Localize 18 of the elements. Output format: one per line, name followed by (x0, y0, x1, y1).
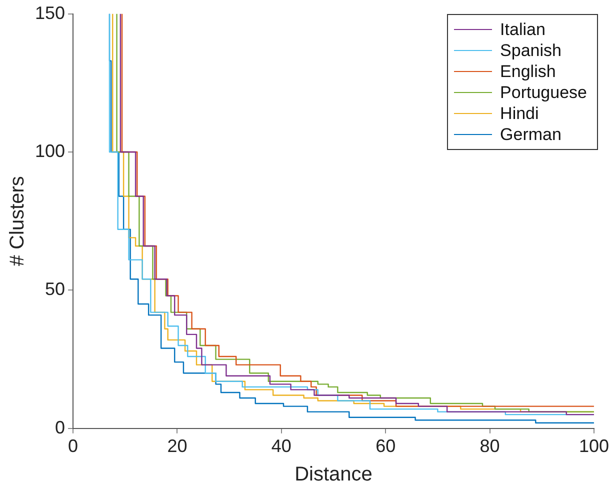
legend-label: Portuguese (500, 82, 587, 102)
legend-label: Spanish (500, 40, 562, 60)
x-tick-label: 80 (480, 436, 500, 456)
legend-label: English (500, 62, 556, 82)
x-tick-label: 40 (271, 436, 292, 456)
y-tick-label: 100 (34, 140, 66, 161)
legend-label: Hindi (500, 104, 539, 124)
x-tick-label: 100 (578, 436, 610, 456)
y-tick-label: 0 (55, 417, 66, 438)
legend-label: German (500, 124, 562, 144)
legend-label: Italian (500, 20, 546, 40)
y-tick-label: 150 (34, 2, 66, 23)
y-axis-title: # Clusters (6, 176, 29, 266)
x-tick-label: 60 (376, 436, 396, 456)
x-axis-title: Distance (294, 464, 372, 486)
y-tick-label: 50 (45, 279, 66, 300)
x-tick-label: 20 (167, 436, 188, 456)
x-tick-label: 0 (68, 436, 78, 456)
